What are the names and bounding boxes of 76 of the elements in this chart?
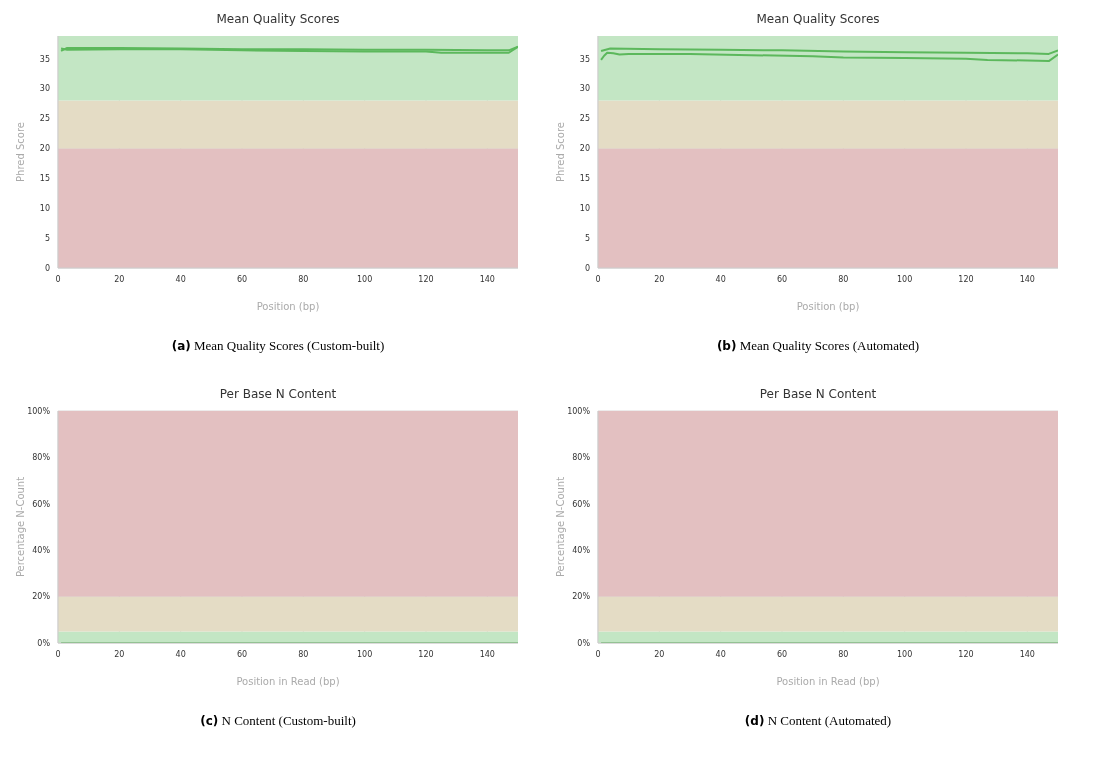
- x-tick-label: 100: [357, 649, 373, 659]
- y-axis-title: Percentage N-Count: [14, 476, 26, 578]
- y-tick-label: 35: [39, 54, 50, 64]
- y-axis-title: Percentage N-Count: [554, 476, 566, 578]
- x-tick-label: 60: [776, 649, 788, 659]
- x-tick-label: 0: [595, 649, 601, 659]
- x-tick-label: 40: [715, 274, 726, 284]
- y-tick-label: 0: [44, 263, 50, 273]
- x-tick-label: 0: [55, 274, 61, 284]
- y-tick-label: 0%: [577, 638, 591, 648]
- y-axis-title: Phred Score: [14, 122, 26, 182]
- x-axis-title: Position (bp): [796, 301, 860, 312]
- y-tick-label: 80%: [572, 453, 591, 463]
- y-tick-label: 25: [39, 114, 50, 124]
- x-tick-label: 40: [175, 649, 186, 659]
- x-tick-label: 0: [55, 649, 61, 659]
- y-tick-label: 35: [579, 54, 590, 64]
- x-tick-label: 20: [654, 649, 665, 659]
- x-tick-label: 100: [357, 274, 373, 284]
- y-tick-label: 15: [39, 174, 50, 184]
- x-tick-label: 20: [654, 274, 665, 284]
- x-tick-label: 120: [418, 649, 434, 659]
- y-tick-label: 5: [584, 233, 590, 243]
- text: (c) N Content (Custom-built): [199, 713, 357, 729]
- y-tick-label: 20: [39, 144, 50, 154]
- y-tick-label: 0: [584, 263, 590, 273]
- x-tick-label: 100: [897, 274, 913, 284]
- y-tick-label: 100%: [567, 406, 591, 416]
- x-axis-title: Position in Read (bp): [776, 676, 880, 687]
- x-tick-label: 120: [958, 649, 974, 659]
- x-tick-label: 40: [715, 649, 726, 659]
- x-tick-label: 100: [897, 649, 913, 659]
- text: (b) Mean Quality Scores (Automated): [715, 338, 921, 354]
- y-tick-label: 5: [44, 233, 50, 243]
- x-tick-label: 140: [1019, 274, 1035, 284]
- x-tick-label: 60: [236, 649, 248, 659]
- y-tick-label: 25: [579, 114, 590, 124]
- y-tick-label: 20: [579, 144, 590, 154]
- y-tick-label: 40%: [32, 546, 51, 556]
- y-tick-label: 30: [39, 84, 50, 94]
- y-tick-label: 60%: [32, 499, 51, 509]
- x-tick-label: 140: [479, 649, 495, 659]
- x-tick-label: 120: [418, 274, 434, 284]
- x-tick-label: 80: [838, 274, 849, 284]
- y-tick-label: 10: [39, 204, 50, 214]
- y-tick-label: 10: [579, 204, 590, 214]
- x-tick-label: 80: [838, 649, 849, 659]
- x-tick-label: 20: [114, 649, 125, 659]
- y-tick-label: 15: [579, 174, 590, 184]
- y-axis-title: Phred Score: [554, 122, 566, 182]
- x-tick-label: 80: [298, 649, 309, 659]
- chart-title: Mean Quality Scores: [215, 12, 341, 28]
- x-tick-label: 60: [776, 274, 788, 284]
- text: (d) N Content (Automated): [743, 713, 893, 729]
- x-tick-label: 0: [595, 274, 601, 284]
- y-tick-label: 0%: [37, 638, 51, 648]
- y-tick-label: 20%: [32, 592, 51, 602]
- x-tick-label: 60: [236, 274, 248, 284]
- y-tick-label: 30: [579, 84, 590, 94]
- y-tick-label: 80%: [32, 453, 51, 463]
- x-tick-label: 140: [479, 274, 495, 284]
- y-tick-label: 60%: [572, 499, 591, 509]
- x-axis-title: Position in Read (bp): [236, 676, 340, 687]
- y-tick-label: 40%: [572, 546, 591, 556]
- y-tick-label: 100%: [27, 406, 51, 416]
- x-tick-label: 20: [114, 274, 125, 284]
- x-tick-label: 40: [175, 274, 186, 284]
- x-tick-label: 140: [1019, 649, 1035, 659]
- x-axis-title: Position (bp): [256, 301, 320, 312]
- y-tick-label: 20%: [572, 592, 591, 602]
- x-tick-label: 120: [958, 274, 974, 284]
- text: (a) Mean Quality Scores (Custom-built): [170, 338, 386, 354]
- chart-title: Per Base N Content: [758, 387, 878, 403]
- chart-title: Per Base N Content: [218, 387, 338, 403]
- chart-title: Mean Quality Scores: [755, 12, 881, 28]
- x-tick-label: 80: [298, 274, 309, 284]
